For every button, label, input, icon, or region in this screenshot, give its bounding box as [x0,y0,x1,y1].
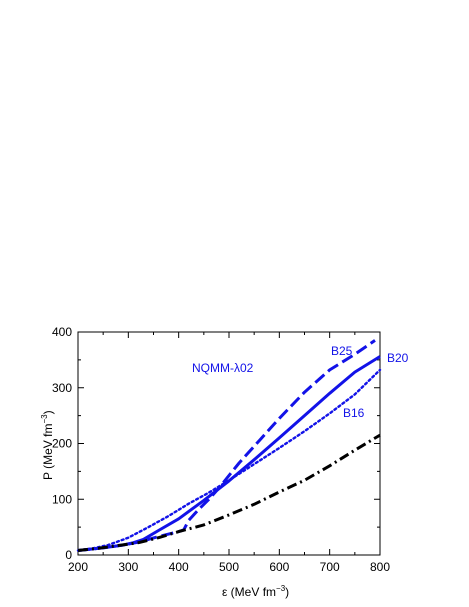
series-label-b20: B20 [387,351,409,365]
series-line-b20 [77,355,381,552]
x-tick-label: 400 [169,560,189,574]
x-tick-label: 300 [118,560,138,574]
y-tick-label: 300 [52,381,72,395]
y-axis-label: P (MeV fm−3) [40,410,55,480]
y-axis-label-main: P (MeV fm [41,424,55,480]
x-tick-label: 200 [68,560,88,574]
y-tick-label: 200 [52,437,72,451]
series-line-b16 [76,368,382,552]
x-tick-label: 800 [370,560,390,574]
x-axis-label: ε (MeV fm−3) [222,584,289,599]
y-axis-label-end: ) [41,410,55,414]
axis-ticks: 200 300 400 500 600 700 800 0 100 200 300 400 [52,325,390,574]
series-layer [76,339,382,552]
x-axis-label-end: ) [285,585,289,599]
x-axis-label-main: ε (MeV fm [222,585,276,599]
y-tick-label: 100 [52,492,72,506]
series-label-b16: B16 [343,406,365,420]
annotation-label: NQMM-λ02 [192,361,254,375]
x-tick-label: 500 [219,560,239,574]
x-tick-label: 700 [320,560,340,574]
y-tick-label: 400 [52,325,72,339]
plot-area: 200 300 400 500 600 700 800 0 100 200 300 400 [52,325,390,574]
series-label-b25: B25 [331,344,353,358]
x-tick-label: 600 [269,560,289,574]
series-line-reference [77,433,381,552]
y-axis-label-exponent: −3 [40,414,49,424]
x-axis-label-exponent: −3 [276,584,286,593]
y-tick-label: 0 [65,548,72,562]
